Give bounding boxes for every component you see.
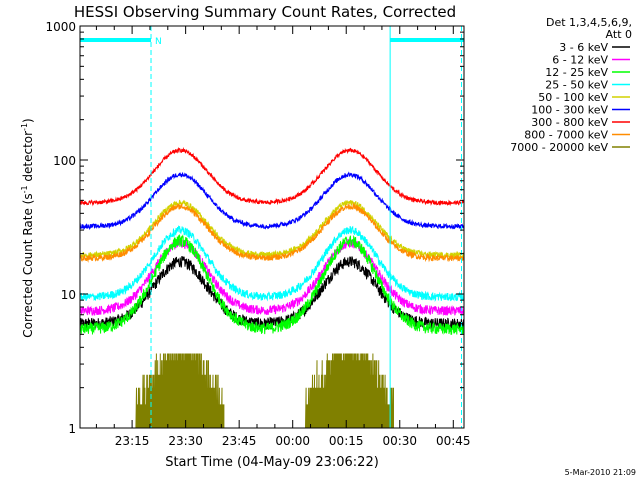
x-axis-label: Start Time (04-May-09 23:06:22) xyxy=(165,455,379,470)
x-tick-label: 00:30 xyxy=(382,434,417,448)
footer-timestamp: 5-Mar-2010 21:09 xyxy=(565,468,636,477)
x-tick-label: 00:00 xyxy=(275,434,310,448)
x-tick-label: 23:15 xyxy=(115,434,150,448)
legend-entry-label: 800 - 7000 keV xyxy=(524,129,608,142)
series-line-3 xyxy=(79,225,465,303)
series-line-1 xyxy=(79,238,465,317)
y-tick-label: 100 xyxy=(53,154,76,168)
series-line-2 xyxy=(79,233,465,335)
y-axis-label: Corrected Count Rate (s-1 detector-1) xyxy=(20,118,35,337)
series-line-7 xyxy=(79,202,465,263)
legend-entry-label: 6 - 12 keV xyxy=(552,54,608,67)
x-tick-label: 00:15 xyxy=(329,434,364,448)
legend-entry-label: 12 - 25 keV xyxy=(545,66,608,79)
series-line-6 xyxy=(79,146,465,207)
y-tick-label: 10 xyxy=(61,288,76,302)
legend-header-0: Det 1,3,4,5,6,9, xyxy=(546,16,632,29)
saa-bar-1 xyxy=(390,38,464,42)
series-line-5 xyxy=(79,171,465,231)
legend-entry-label: 50 - 100 keV xyxy=(538,91,608,104)
legend-entry-label: 300 - 800 keV xyxy=(531,116,608,129)
x-tick-label: 00:45 xyxy=(436,434,471,448)
chart-title: HESSI Observing Summary Count Rates, Cor… xyxy=(74,3,456,21)
plot-frame xyxy=(79,25,465,429)
axes-layer: 23:15 23:30 23:45 00:00 00:15 00:30 00:45 1 10 10… xyxy=(45,20,470,448)
series-line-4 xyxy=(79,199,465,260)
x-tick-label: 23:45 xyxy=(222,434,257,448)
legend-entry-label: 25 - 50 keV xyxy=(545,79,608,92)
legend-header-1: Att 0 xyxy=(606,28,632,41)
legend-entry-label: 3 - 6 keV xyxy=(559,41,608,54)
legend-entry-label: 7000 - 20000 keV xyxy=(510,141,608,154)
y-tick-label: 1000 xyxy=(45,20,76,34)
series-layer xyxy=(79,146,465,429)
saa-bar-0 xyxy=(80,38,152,42)
saa-label-0: N xyxy=(155,37,162,47)
series-line-8 xyxy=(80,353,464,429)
legend-entry-label: 100 - 300 keV xyxy=(531,104,608,117)
y-tick-label: 1 xyxy=(68,422,76,436)
x-tick-label: 23:30 xyxy=(168,434,203,448)
